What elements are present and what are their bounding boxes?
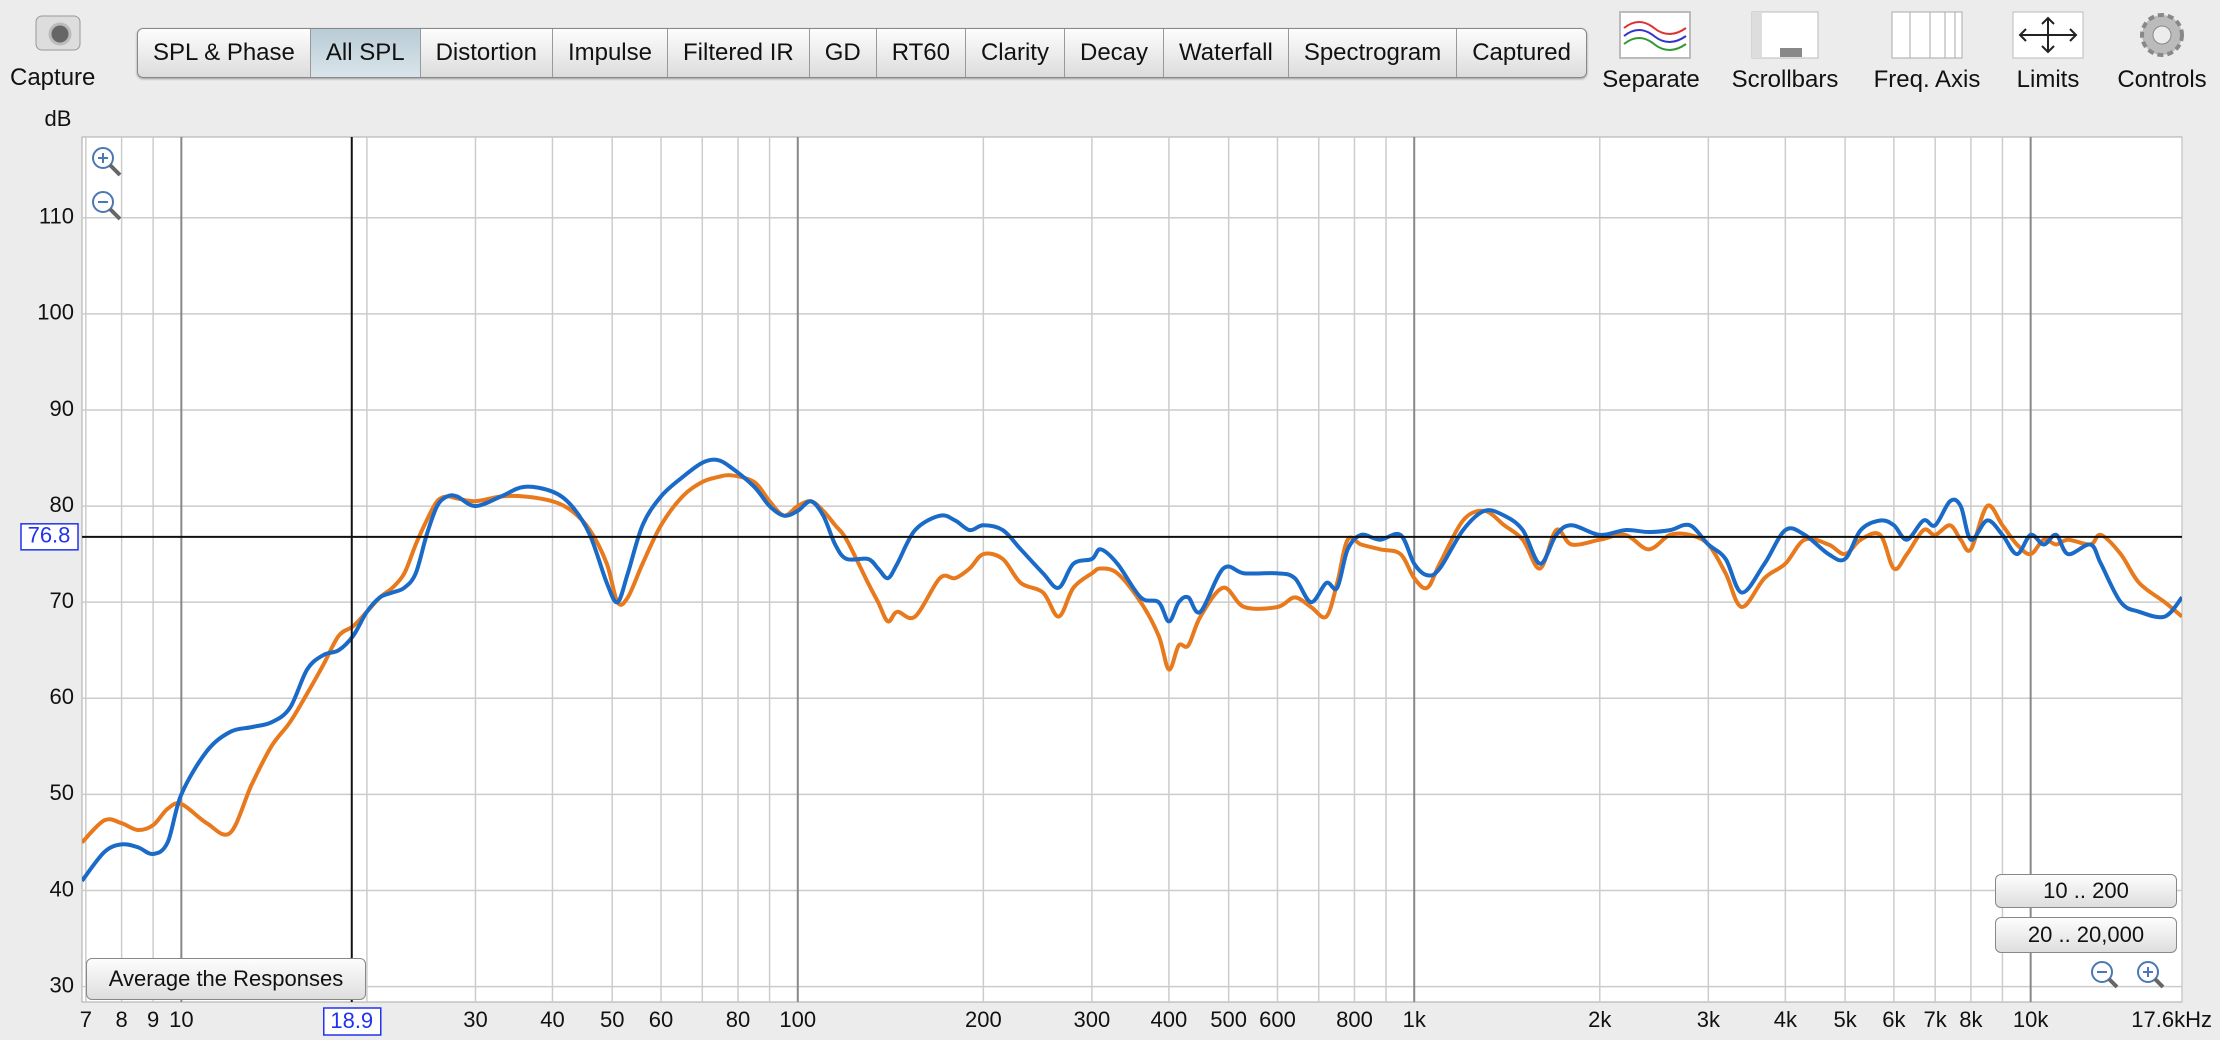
- tab[interactable]: Distortion: [421, 29, 553, 77]
- tool-label[interactable]: Limits: [2016, 66, 2080, 93]
- tool-label[interactable]: Separate: [1602, 66, 1700, 93]
- x-tick-label: 1k: [1403, 1007, 1427, 1032]
- x-tick-label: 9: [147, 1007, 159, 1032]
- tab-bar: SPL & Phase All SPL Distortion Impulse Filte…: [137, 28, 1587, 78]
- zoom-out-icon[interactable]: [2091, 961, 2119, 989]
- zoom-in-icon[interactable]: [92, 147, 122, 177]
- x-tick-label: 800: [1336, 1007, 1373, 1032]
- cursor-x-label: 18.9: [330, 1008, 373, 1033]
- tool-label[interactable]: Controls: [2117, 66, 2207, 93]
- response-line: [82, 473, 2182, 844]
- x-tick-label: 6k: [1882, 1007, 1906, 1032]
- x-tick-label: 500: [1210, 1007, 1247, 1032]
- x-tick-label: 400: [1151, 1007, 1188, 1032]
- x-tick-label: 100: [779, 1007, 816, 1032]
- y-tick-label: 100: [37, 300, 74, 325]
- tab[interactable]: Waterfall: [1164, 29, 1289, 77]
- tab[interactable]: RT60: [877, 29, 966, 77]
- capture-label[interactable]: Capture: [10, 64, 96, 91]
- y-tick-label: 50: [50, 780, 74, 805]
- scrollbars-icon: [1751, 11, 1819, 59]
- x-tick-label: 200: [965, 1007, 1002, 1032]
- freq-axis-icon: [1891, 11, 1963, 59]
- y-tick-label: 90: [50, 396, 74, 421]
- y-tick-label: 30: [50, 972, 74, 997]
- range-button[interactable]: 20 .. 20,000: [1995, 917, 2177, 953]
- separate-icon: [1619, 11, 1691, 59]
- tab[interactable]: Captured: [1472, 39, 1571, 66]
- x-tick-label: 30: [463, 1007, 487, 1032]
- x-tick-label: 7: [80, 1007, 92, 1032]
- tab[interactable]: Impulse: [553, 29, 668, 77]
- x-tick-label: 3k: [1697, 1007, 1721, 1032]
- x-tick-label: 600: [1259, 1007, 1296, 1032]
- x-tick-label: 4k: [1774, 1007, 1798, 1032]
- x-tick-label: 10k: [2013, 1007, 2049, 1032]
- tab[interactable]: Spectrogram: [1289, 29, 1458, 77]
- controls-icon: [2140, 13, 2184, 57]
- capture-icon: [35, 15, 81, 51]
- x-tick-label: 2k: [1588, 1007, 1612, 1032]
- plot-area: [81, 136, 2183, 1003]
- y-tick-label: 60: [50, 684, 74, 709]
- x-tick-label: 50: [600, 1007, 624, 1032]
- tab[interactable]: Decay: [1065, 29, 1165, 77]
- x-tick-label: 17.6kHz: [2131, 1007, 2212, 1032]
- tab[interactable]: All SPL: [310, 29, 421, 77]
- y-tick-label: 40: [50, 876, 74, 901]
- x-tick-label: 60: [649, 1007, 673, 1032]
- y-tick-label: 110: [39, 204, 74, 229]
- tab[interactable]: SPL & Phase: [138, 29, 311, 77]
- range-button[interactable]: 10 .. 200: [1995, 874, 2177, 908]
- x-tick-label: 8k: [1959, 1007, 1983, 1032]
- zoom-out-icon[interactable]: [92, 191, 122, 221]
- zoom-in-icon[interactable]: [2137, 961, 2165, 989]
- tab[interactable]: Filtered IR: [668, 29, 810, 77]
- limits-icon: [2012, 11, 2084, 59]
- y-axis-label: dB: [45, 106, 72, 131]
- cursor-label-box: [20, 523, 79, 551]
- cursor-y-label: 76.8: [28, 523, 71, 548]
- tab[interactable]: Clarity: [966, 29, 1065, 77]
- x-tick-label: 40: [540, 1007, 564, 1032]
- response-line: [82, 457, 2182, 883]
- x-tick-label: 8: [115, 1007, 127, 1032]
- x-tick-label: 80: [726, 1007, 750, 1032]
- x-tick-label: 7k: [1924, 1007, 1948, 1032]
- x-tick-label: 5k: [1833, 1007, 1857, 1032]
- y-tick-label: 80: [50, 492, 74, 517]
- tool-label[interactable]: Freq. Axis: [1873, 66, 1981, 93]
- x-tick-label: 300: [1074, 1007, 1111, 1032]
- tab[interactable]: GD: [810, 29, 877, 77]
- x-tick-label: 10: [169, 1007, 193, 1032]
- cursor-label-box: [323, 1007, 382, 1036]
- y-tick-label: 70: [50, 588, 74, 613]
- average-button[interactable]: Average the Responses: [86, 958, 366, 1000]
- tool-label[interactable]: Scrollbars: [1731, 66, 1839, 93]
